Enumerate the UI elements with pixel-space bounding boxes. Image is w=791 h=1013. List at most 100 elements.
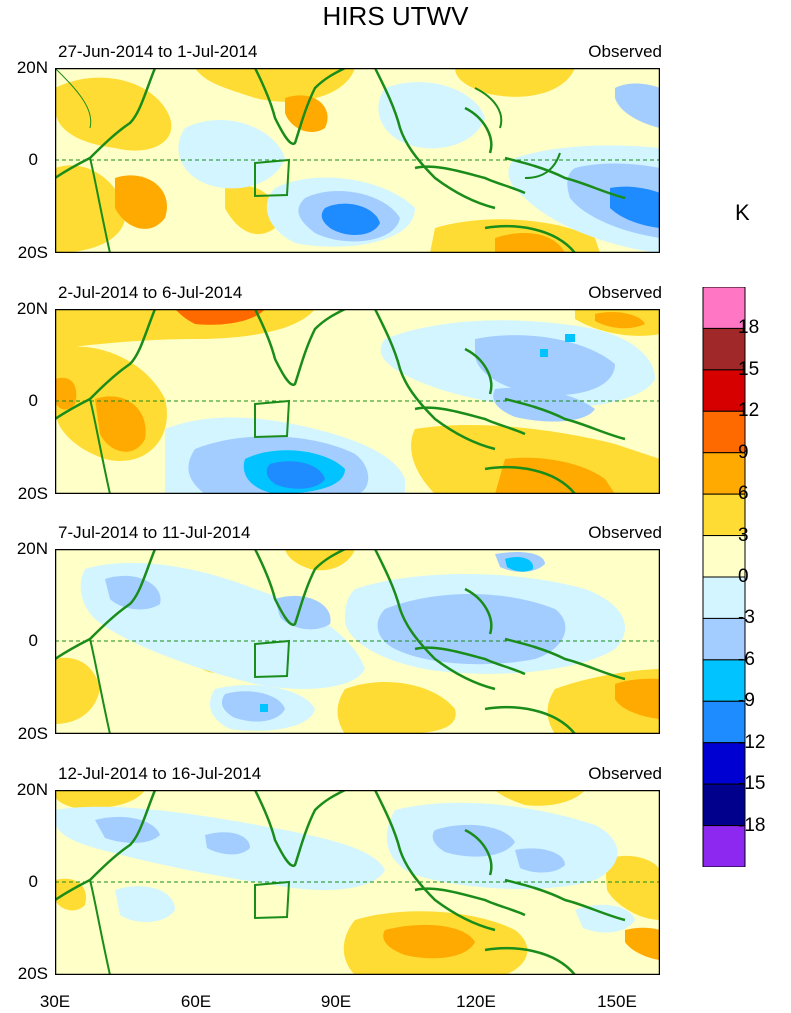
anomaly-cool [475,335,615,396]
anomaly-warm [595,312,645,329]
anomaly-cool [432,824,515,857]
coastline-new-guinea [504,878,626,922]
lon-label-150e: 150E [597,992,637,1011]
panel-2-date: 2-Jul-2014 to 6-Jul-2014 [58,283,243,302]
coastline-africa [55,549,157,661]
panel-4-date: 12-Jul-2014 to 16-Jul-2014 [58,764,262,783]
lat-label-0: 0 [28,150,38,169]
lon-label-30e: 30E [39,992,71,1011]
anomaly-cool [493,387,595,422]
anomaly-cool [221,691,285,722]
colorbar-tick-label: 9 [738,441,749,463]
colorbar-swatch [702,825,746,867]
anomaly-warm [285,549,355,571]
colorbar-swatch [702,327,746,371]
anomaly-warm [55,377,77,410]
anomaly-warm [95,396,146,452]
colorbar-tick-label: 18 [738,317,760,339]
map-panel-4 [55,790,660,975]
coastline-new-guinea [504,397,626,441]
coastline-new-guinea [504,156,626,200]
lat-label-20n: 20N [16,299,48,318]
map-panel-3 [55,549,660,734]
panel-4-type: Observed [588,764,662,783]
anomaly-cool [615,83,660,128]
colorbar-tick-label: -9 [738,690,755,712]
coastline-africa [55,309,157,421]
coastline-sumatra-java [414,646,526,676]
coastline-philippines [474,87,503,129]
coastline-africa [89,638,111,734]
colorbar-swatch [702,783,746,827]
lat-label-20n: 20N [16,539,48,558]
chart-title: HIRS UTWV [322,1,469,31]
coastline-sumatra-java [414,406,526,436]
map-panel-1 [55,68,660,253]
anomaly-cool [321,203,380,235]
coastline-southeast-asia [373,549,496,691]
coastline-australia [484,225,576,253]
coastline-africa [89,398,111,494]
coastline-india [253,549,346,627]
coastline-australia [484,706,576,734]
coastline-borneo [524,152,561,179]
anomaly-cool [540,349,548,357]
lat-label-0: 0 [28,631,38,650]
coastline-sumatra-java [414,887,526,917]
coastline-australia [484,466,576,494]
anomaly-cool [178,119,285,189]
colorbar-swatch [702,617,746,661]
anomaly-warm [495,457,615,494]
coastline-southeast-asia [373,68,496,210]
anomaly-warm [383,924,475,959]
anomaly-warm [55,657,100,724]
lat-label-0: 0 [28,391,38,410]
colorbar-tick-label: 6 [738,483,749,505]
anomaly-cool [515,848,565,873]
anomaly-cool [575,904,635,933]
lon-label-60e: 60E [180,992,212,1011]
map-panel-2 [55,309,660,494]
coastline-africa [55,790,157,902]
panel-1-type: Observed [588,42,662,61]
coastline-philippines [464,587,493,635]
colorbar-tick-label: 0 [738,566,749,587]
panel-frame [55,309,660,494]
coastline-australia [484,947,576,975]
colorbar-swatch [702,287,746,329]
colorbar-swatch [702,493,746,537]
lat-label-20s: 20S [17,243,48,262]
coastline-philippines [464,828,493,876]
anomaly-warm [225,185,277,235]
colorbar-tick-label: 12 [738,400,760,422]
coastline-india [253,68,346,146]
lon-label-90e: 90E [320,992,352,1011]
colorbar [702,287,746,867]
colorbar-swatch [702,410,746,454]
anomaly-cool [565,334,575,342]
panel-3-type: Observed [588,523,662,542]
coastline-africa [89,157,111,253]
unit-label: K [735,200,750,225]
anomaly-warm [495,790,585,806]
analysis-box [254,639,291,679]
coastline-india [253,790,346,868]
anomaly-cool [378,82,485,149]
anomaly-warm [455,68,575,97]
anomaly-warm [495,233,565,253]
coastline-sumatra-java [414,165,526,195]
anomaly-cool [115,886,175,922]
coastline-india [253,309,346,387]
anomaly-warm [175,309,265,325]
colorbar-swatch [702,452,746,495]
anomaly-cool [105,575,161,610]
coastline-new-guinea [504,637,626,681]
colorbar-tick-label: -18 [738,814,766,836]
colorbar-tick-label: -12 [738,731,766,753]
colorbar-swatch [702,700,746,744]
lat-label-20n: 20N [16,780,48,799]
lat-label-20n: 20N [16,58,48,77]
lat-label-20s: 20S [17,724,48,743]
panel-frame [55,549,660,734]
analysis-box [254,158,291,198]
